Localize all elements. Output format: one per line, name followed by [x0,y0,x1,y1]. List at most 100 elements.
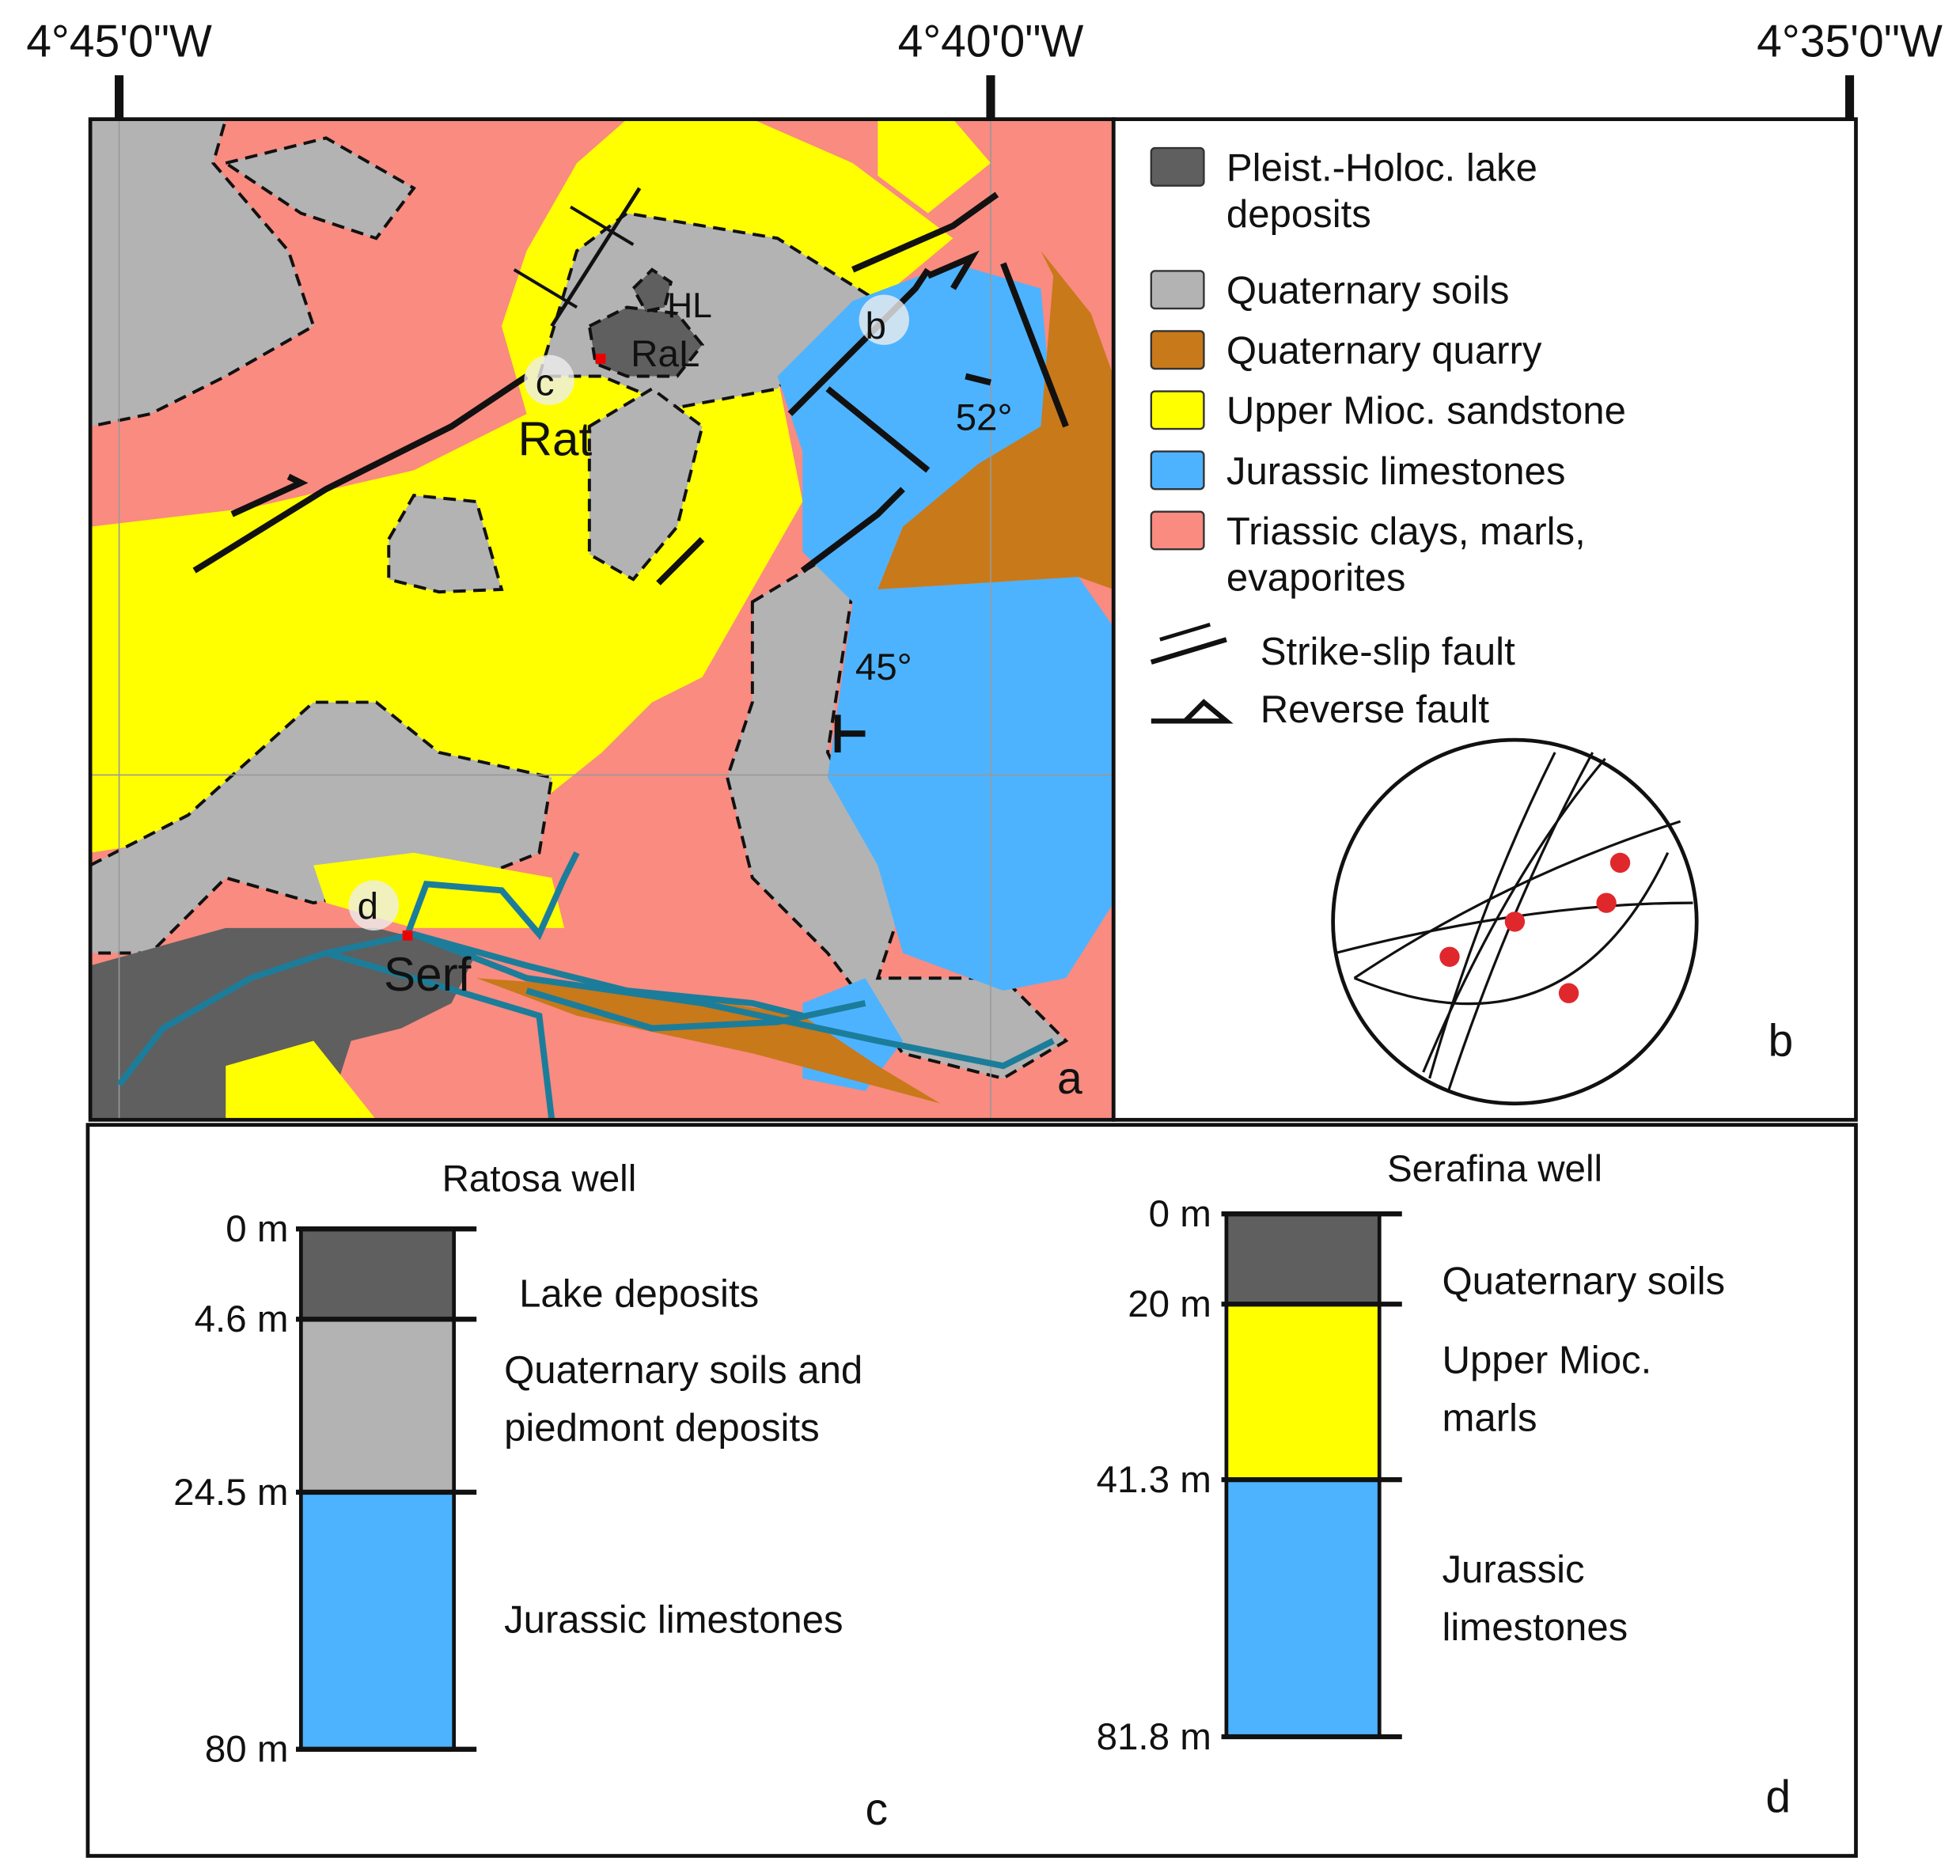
panel-label: c [865,1784,888,1835]
map-label: RaL [631,333,699,375]
site-label: c [536,362,555,404]
panel-label: b [1769,1015,1794,1066]
fault [656,536,705,586]
great-circle [1428,752,1556,1079]
dip-label: 45° [855,646,912,688]
lake-area [631,267,673,313]
legend-label: Upper Mioc. sandstone [1226,390,1626,433]
legend-swatch [1150,390,1205,430]
well-layer [298,1226,457,1321]
fault [230,473,309,517]
layer-label: Jurassic limestones [504,1598,843,1641]
depth-label: 4.6 m [195,1298,289,1340]
well-layer [298,1490,457,1752]
well-title: Ratosa well [442,1158,637,1200]
legend-swatch [1150,450,1205,491]
legend-label: Jurassic limestones [1226,450,1565,493]
map [90,119,1114,1120]
fault [192,373,529,574]
fault [927,250,980,290]
legend-label: Quaternary quarry [1226,330,1542,373]
dip-label: 52° [956,397,1013,439]
lake-area [587,305,705,378]
fold-arrow [513,268,578,309]
panel-label: d [1765,1772,1791,1822]
pole-point [1439,946,1460,967]
fold-arrow [570,205,635,246]
depth-label: 80 m [205,1729,289,1771]
layer-label: Lake deposits [519,1272,759,1315]
fault [787,267,931,416]
legend-label: Quaternary soils [1226,270,1510,313]
great-circle [1353,852,1670,1006]
legend-frame [1111,117,1858,1122]
map-label: HL [667,286,712,325]
well-layer [1224,1211,1382,1306]
fold-axis [550,187,642,328]
coordinate-label: 4°40'0"W [898,16,1084,66]
pole-point [1558,983,1579,1003]
depth-label: 81.8 m [1097,1716,1211,1758]
well-layer [298,1317,457,1495]
soil-area [90,119,316,428]
river [324,949,555,1120]
site-marker [524,354,574,405]
map-label: Rat [518,411,593,465]
layer-label: Quaternary soils [1442,1260,1725,1303]
legend-swatch [1150,146,1205,187]
soil-area [222,136,416,241]
fault [825,386,931,473]
great-circle [1353,820,1681,980]
well-marker [402,930,413,941]
lake-deposit-area [90,927,477,1120]
layer-label: limestones [1442,1606,1628,1649]
pole-point [1596,893,1617,913]
depth-label: 20 m [1128,1283,1211,1325]
coordinate-label: 4°45'0"W [26,16,212,66]
soil-area [726,562,1069,1081]
depth-label: 0 m [1149,1193,1211,1235]
river [404,851,580,941]
limestone-area [777,263,1114,991]
pole-point [1609,852,1631,874]
legend-swatch [1150,270,1205,310]
soil-area [587,386,704,582]
soil-area [90,700,554,955]
coordinate-label: 4°35'0"W [1757,16,1943,66]
legend-label: Reverse fault [1261,688,1490,731]
soil-area [387,493,504,594]
well-marker [595,353,606,364]
legend-label: Triassic clays, marls, [1226,510,1586,553]
site-marker [348,880,399,930]
layer-label: Upper Mioc. [1442,1339,1651,1381]
depth-label: 41.3 m [1097,1459,1211,1501]
legend-label: evaporites [1226,557,1406,600]
layer-label: piedmont deposits [504,1407,820,1450]
legend-swatch [1150,510,1205,551]
site-label: d [358,886,378,928]
sandstone-area [226,1040,377,1120]
legend-label: Strike-slip fault [1261,631,1515,673]
fault [1000,262,1069,428]
site-marker [859,294,909,345]
depth-label: 0 m [226,1208,288,1250]
sandstone-area [878,119,991,214]
river [525,987,866,1032]
fault [800,487,905,574]
quarry-area [878,251,1114,589]
stereonet [1331,737,1699,1106]
site-label: b [865,305,885,347]
well-layer [1224,1477,1382,1739]
legend-swatch [1150,330,1205,370]
well-title: Serafina well [1387,1148,1602,1190]
depth-label: 24.5 m [173,1472,288,1514]
legend-fault [1159,623,1211,642]
fault [851,191,999,273]
layer-label: Quaternary soils and [504,1349,862,1392]
fault [965,373,991,386]
legend-label: Pleist.-Holoc. lake [1226,146,1537,189]
legend-label: deposits [1226,193,1371,236]
panel-label: a [1057,1053,1082,1104]
